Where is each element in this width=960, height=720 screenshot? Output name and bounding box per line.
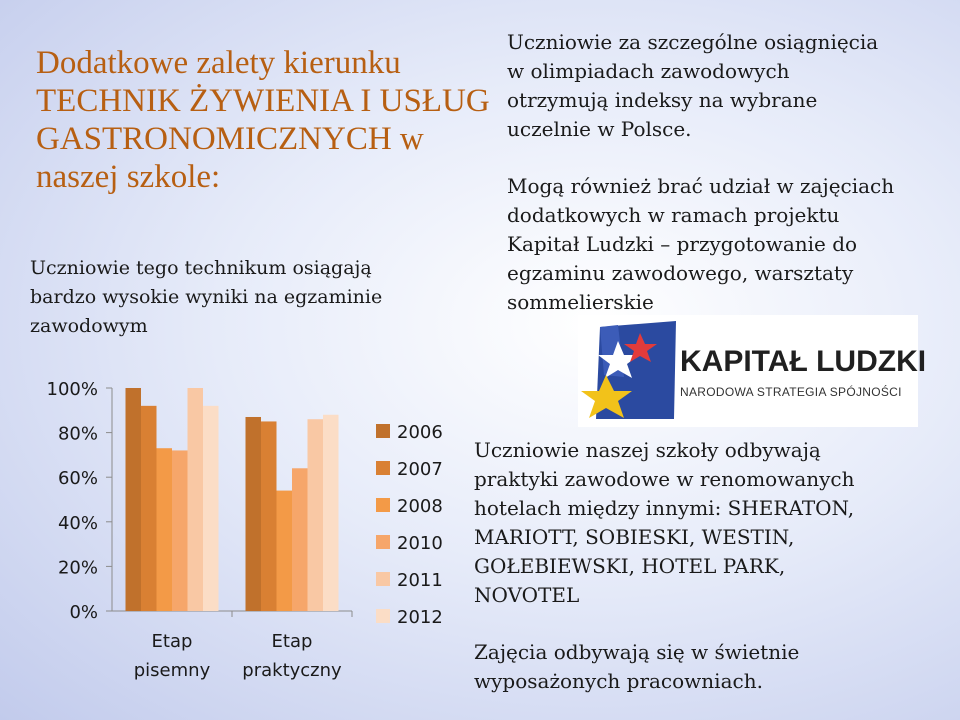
bar [307, 419, 323, 611]
bar [125, 388, 141, 611]
legend-label: 2010 [397, 533, 443, 554]
text-line: Mogą również brać udział w zajęciach [507, 174, 895, 198]
text-line: NOVOTEL [474, 583, 580, 607]
text-line: GOŁEBIEWSKI, HOTEL PARK, [474, 554, 786, 578]
y-tick-label: 60% [58, 468, 98, 489]
text-line: egzaminu zawodowego, warsztaty [507, 261, 854, 285]
text-line: wyposażonych pracowniach. [474, 669, 763, 693]
bar [141, 405, 157, 611]
text-line: uczelnie w Polsce. [507, 117, 692, 141]
internships-text: Uczniowie naszej szkoły odbywają praktyk… [474, 436, 944, 610]
text-line: otrzymują indeksy na wybrane [507, 88, 818, 112]
kapital-ludzki-logo: KAPITAŁ LUDZKI NARODOWA STRATEGIA SPÓJNO… [578, 315, 926, 427]
text-line: Uczniowie tego technikum osiągają [30, 257, 372, 279]
legend-swatch [376, 461, 390, 475]
bar [156, 448, 172, 611]
x-category-label: Etap [152, 631, 193, 652]
title-line-4: naszej szkole: [36, 159, 221, 195]
projects-text: Mogą również brać udział w zajęciach dod… [507, 172, 947, 317]
y-tick-label: 80% [58, 424, 98, 445]
text-line: zawodowym [30, 315, 148, 337]
legend-label: 2012 [397, 607, 443, 628]
legend-swatch [376, 572, 390, 586]
legend-swatch [376, 424, 390, 438]
title-line-3: GASTRONOMICZNYCH w [36, 121, 424, 157]
bar [245, 416, 261, 611]
text-line: w olimpiadach zawodowych [507, 59, 790, 83]
y-tick-label: 100% [47, 379, 98, 400]
logo-subtitle: NARODOWA STRATEGIA SPÓJNOŚCI [680, 385, 902, 399]
x-category-label: praktyczny [242, 660, 342, 681]
text-line: dodatkowych w ramach projektu [507, 203, 840, 227]
olympiad-text: Uczniowie za szczególne osiągnięcia w ol… [507, 28, 947, 144]
legend-label: 2011 [397, 570, 443, 591]
text-line: praktyki zawodowe w renomowanych [474, 467, 855, 491]
x-category-label: Etap [272, 631, 313, 652]
y-tick-label: 20% [58, 557, 98, 578]
y-tick-label: 40% [58, 513, 98, 534]
slide-title: Dodatkowe zalety kierunku TECHNIK ŻYWIEN… [36, 44, 506, 196]
bar [261, 421, 277, 611]
text-line: Uczniowie za szczególne osiągnięcia [507, 30, 879, 54]
bar [172, 450, 188, 611]
y-tick-label: 0% [69, 602, 98, 623]
legend-swatch [376, 498, 390, 512]
bar [323, 414, 339, 611]
text-line: MARIOTT, SOBIESKI, WESTIN, [474, 525, 795, 549]
bar [203, 405, 219, 611]
classes-text: Zajęcia odbywają się w świetnie wyposażo… [474, 638, 944, 696]
text-line: Uczniowie naszej szkoły odbywają [474, 438, 821, 462]
text-line: hotelach między innymi: SHERATON, [474, 496, 855, 520]
x-category-label: pisemny [134, 660, 211, 681]
text-line: Zajęcia odbywają się w świetnie [474, 640, 800, 664]
exam-results-text: Uczniowie tego technikum osiągają bardzo… [30, 254, 470, 341]
legend-label: 2007 [397, 459, 443, 480]
legend-swatch [376, 535, 390, 549]
bar [292, 468, 308, 611]
text-line: Kapitał Ludzki – przygotowanie do [507, 232, 858, 256]
exam-results-chart: 0% 20% 40% 60% 80% 100% Etap pisemny Etap praktyc… [47, 379, 443, 681]
bar [187, 388, 203, 611]
text-line: sommelierskie [507, 290, 654, 314]
eu-flag-star-icon [581, 321, 676, 419]
legend-label: 2008 [397, 496, 443, 517]
legend-swatch [376, 609, 390, 623]
legend-label: 2006 [397, 422, 443, 443]
title-line-1: Dodatkowe zalety kierunku [36, 45, 401, 81]
text-line: bardzo wysokie wyniki na egzaminie [30, 286, 383, 308]
logo-name: KAPITAŁ LUDZKI [680, 345, 927, 378]
title-line-2: TECHNIK ŻYWIENIA I USŁUG [36, 83, 490, 119]
bar [276, 490, 292, 611]
